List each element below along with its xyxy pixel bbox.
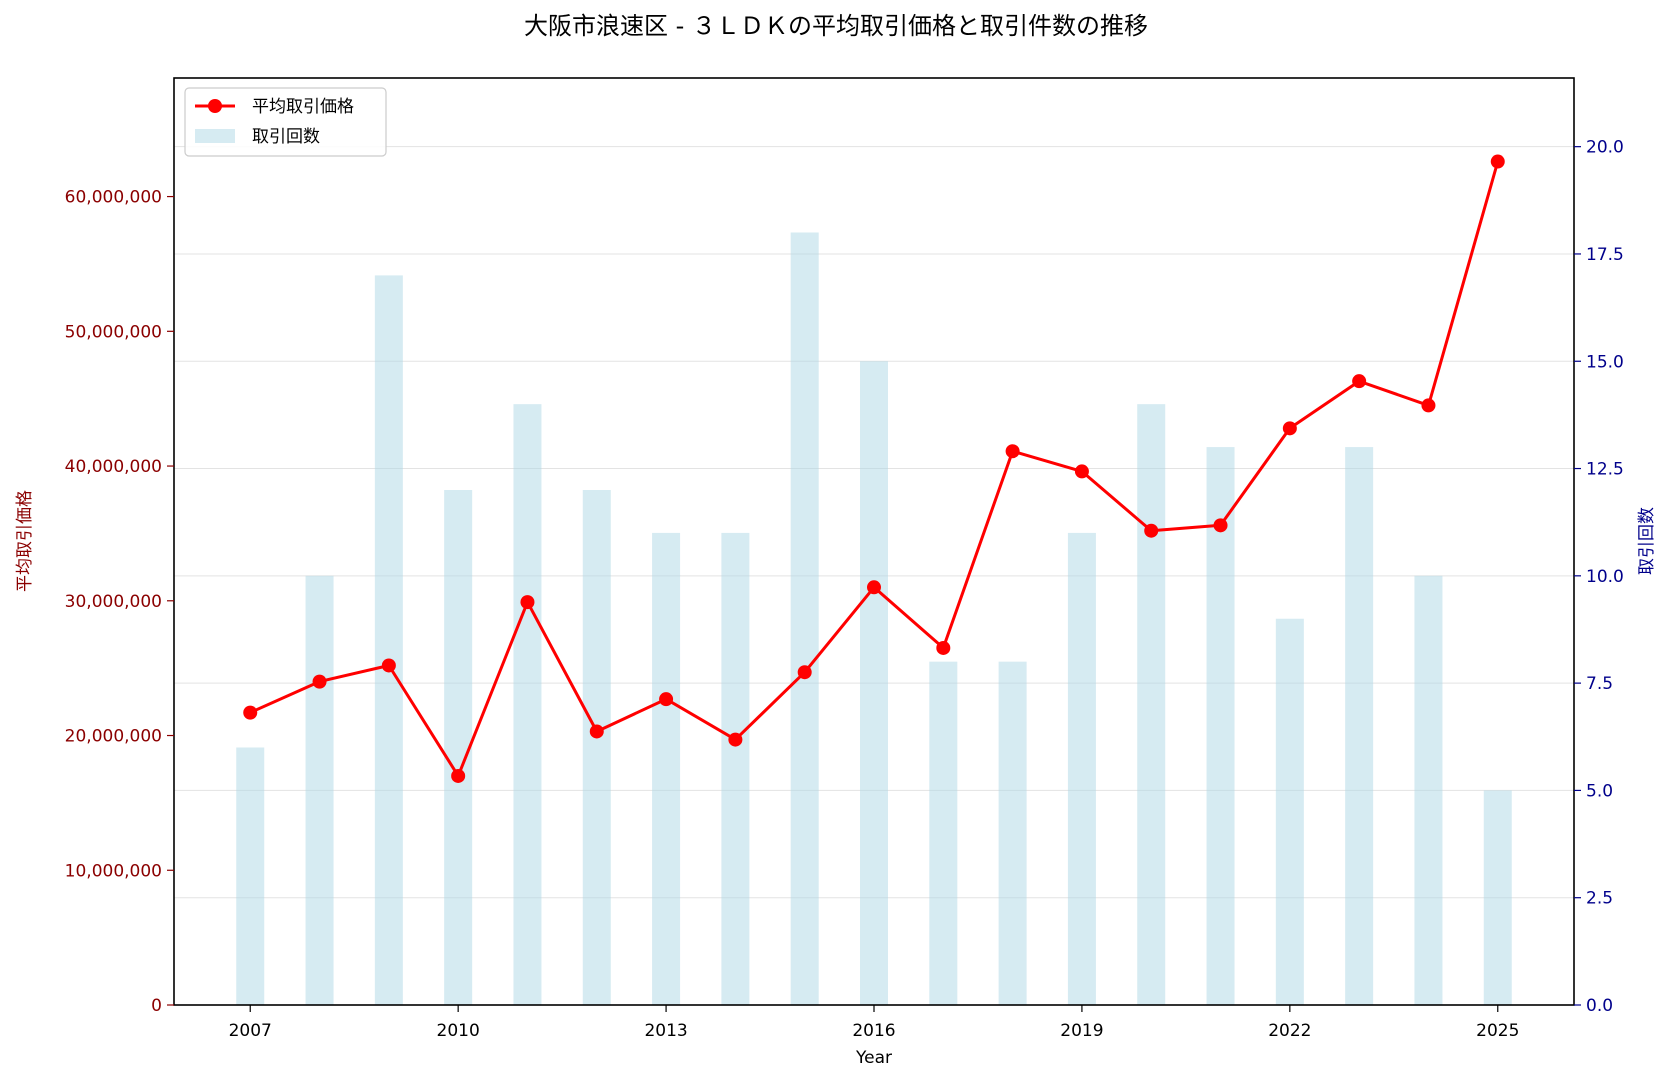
bar-2017 bbox=[929, 661, 958, 1005]
x-tick-label: 2022 bbox=[1268, 1021, 1311, 1041]
y-left-tick-label: 0 bbox=[151, 996, 162, 1016]
price-point-2017 bbox=[936, 640, 951, 655]
chart-title: 大阪市浪速区 - ３ＬＤＫの平均取引価格と取引件数の推移 bbox=[524, 12, 1148, 40]
bar-2012 bbox=[582, 490, 611, 1005]
price-point-2021 bbox=[1213, 518, 1228, 533]
bar-2009 bbox=[374, 275, 403, 1006]
price-point-2011 bbox=[520, 595, 535, 610]
legend: 平均取引価格 取引回数 bbox=[184, 87, 387, 157]
bar-2011 bbox=[513, 404, 542, 1006]
bar-series bbox=[236, 232, 1512, 1006]
y-left-tick-label: 10,000,000 bbox=[65, 861, 162, 881]
bar-2022 bbox=[1275, 618, 1304, 1005]
price-point-2020 bbox=[1144, 523, 1159, 538]
price-point-2016 bbox=[867, 580, 881, 595]
price-point-2025 bbox=[1490, 154, 1505, 169]
bar-2019 bbox=[1067, 532, 1096, 1005]
bar-2013 bbox=[652, 532, 681, 1005]
y-right-tick-label: 7.5 bbox=[1586, 674, 1613, 694]
y-right-tick-label: 0.0 bbox=[1586, 996, 1613, 1016]
y-left-tick-label: 40,000,000 bbox=[65, 457, 162, 477]
legend-marker-swatch bbox=[208, 99, 222, 113]
price-point-2022 bbox=[1282, 421, 1297, 436]
y-axis-right-label: 取引回数 bbox=[1637, 507, 1657, 575]
price-point-2012 bbox=[589, 724, 604, 739]
bar-2025 bbox=[1483, 790, 1512, 1005]
bar-2015 bbox=[790, 232, 819, 1005]
y-right-tick-label: 12.5 bbox=[1586, 460, 1624, 480]
bar-2021 bbox=[1206, 447, 1235, 1005]
y-right-tick-label: 2.5 bbox=[1586, 889, 1613, 909]
x-tick-label: 2019 bbox=[1060, 1021, 1103, 1041]
y-axis-left: 0 10,000,000 20,000,000 30,000,000 40,000,00… bbox=[65, 188, 174, 1016]
bar-2010 bbox=[444, 490, 473, 1005]
x-tick-label: 2010 bbox=[437, 1021, 480, 1041]
y-right-tick-label: 5.0 bbox=[1586, 781, 1613, 801]
legend-label-price: 平均取引価格 bbox=[252, 97, 354, 117]
x-axis-label: Year bbox=[855, 1048, 892, 1068]
price-point-2018 bbox=[1005, 444, 1020, 459]
price-point-2013 bbox=[659, 692, 674, 707]
y-left-tick-label: 50,000,000 bbox=[65, 322, 162, 342]
price-point-2019 bbox=[1074, 464, 1089, 479]
bar-2014 bbox=[721, 532, 750, 1005]
legend-label-count: 取引回数 bbox=[252, 127, 320, 147]
x-tick-label: 2007 bbox=[229, 1021, 272, 1041]
y-left-tick-label: 30,000,000 bbox=[65, 592, 162, 612]
price-point-2014 bbox=[728, 732, 743, 747]
price-point-2024 bbox=[1421, 398, 1436, 413]
x-tick-label: 2016 bbox=[852, 1021, 895, 1041]
y-right-tick-label: 20.0 bbox=[1586, 138, 1624, 158]
y-axis-right: 0.0 2.5 5.0 7.5 10.0 12.5 15.0 17.5 20.0 bbox=[1574, 138, 1624, 1016]
bar-2020 bbox=[1137, 404, 1166, 1006]
price-point-2007 bbox=[243, 705, 258, 720]
x-axis: 2007 2010 2013 2016 2019 2022 2025 bbox=[229, 1005, 1519, 1041]
price-point-2015 bbox=[797, 665, 812, 680]
price-point-2009 bbox=[381, 658, 396, 673]
bar-2024 bbox=[1414, 575, 1443, 1005]
y-right-tick-label: 10.0 bbox=[1586, 567, 1624, 587]
x-tick-label: 2025 bbox=[1476, 1021, 1519, 1041]
legend-box bbox=[184, 87, 387, 157]
x-tick-label: 2013 bbox=[644, 1021, 687, 1041]
bar-2007 bbox=[236, 747, 265, 1005]
y-right-tick-label: 17.5 bbox=[1586, 245, 1624, 265]
bar-2018 bbox=[998, 661, 1027, 1005]
y-right-tick-label: 15.0 bbox=[1586, 352, 1624, 372]
line-series bbox=[243, 154, 1505, 783]
price-point-2008 bbox=[312, 674, 327, 689]
bar-2008 bbox=[305, 575, 334, 1005]
bar-2023 bbox=[1345, 447, 1374, 1005]
y-left-tick-label: 20,000,000 bbox=[65, 727, 162, 747]
y-left-tick-label: 60,000,000 bbox=[65, 188, 162, 208]
price-point-2023 bbox=[1352, 374, 1367, 389]
y-axis-left-label: 平均取引価格 bbox=[15, 490, 35, 592]
price-point-2010 bbox=[451, 768, 466, 783]
bar-2016 bbox=[860, 361, 888, 1005]
legend-bar-swatch bbox=[195, 129, 235, 143]
